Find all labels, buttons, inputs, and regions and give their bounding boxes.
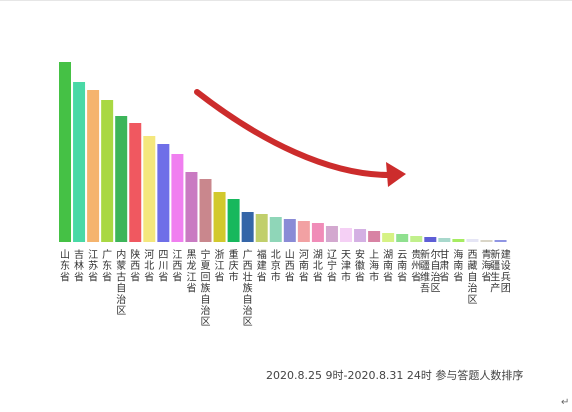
- x-tick-label: 湖北省: [313, 249, 323, 283]
- x-tick-label: 山西省: [285, 249, 295, 283]
- bar-12: [213, 192, 226, 242]
- bar-4: [101, 100, 114, 242]
- x-tick-label: 河南省: [299, 249, 309, 283]
- x-tick-label: 建设兵团: [501, 248, 511, 295]
- bar-23: [368, 231, 381, 242]
- tick-labels-group: 山东省吉林省江苏省广东省内蒙古自治区陕西省河北省四川省江西省黑龙江省宁夏回族自治…: [60, 248, 511, 328]
- bar-9: [171, 154, 184, 242]
- bar-15: [255, 214, 268, 242]
- x-tick-label: 甘肃省: [439, 248, 449, 283]
- x-tick-label: 海南省: [453, 248, 463, 283]
- x-tick-label: 吉林省: [74, 249, 84, 283]
- x-tick-label: 江西省: [172, 249, 182, 283]
- bar-7: [143, 136, 156, 242]
- chart-caption: 2020.8.25 9时-2020.8.31 24时 参与答题人数排序: [266, 369, 524, 382]
- bar-14: [241, 212, 254, 242]
- bar-25: [396, 234, 409, 242]
- bar-32: [494, 240, 507, 242]
- bar-26: [410, 236, 423, 242]
- bar-11: [199, 179, 212, 242]
- bar-3: [87, 90, 100, 242]
- bar-22: [354, 229, 367, 242]
- x-tick-label: 湖南省: [383, 249, 393, 283]
- trend-arrow: [194, 89, 395, 179]
- bar-2: [73, 82, 86, 242]
- x-tick-label: 辽宁省: [327, 249, 337, 283]
- bar-21: [340, 228, 352, 242]
- x-tick-label: 新疆生产: [490, 248, 500, 295]
- x-tick-label: 尔自治区: [431, 248, 441, 295]
- bar-18: [297, 221, 310, 242]
- bar-27: [424, 237, 437, 242]
- bar-17: [283, 219, 296, 242]
- bar-5: [115, 116, 128, 242]
- x-tick-label: 云南省: [397, 250, 407, 283]
- bar-13: [227, 199, 240, 242]
- x-tick-label: 河北省: [144, 249, 154, 283]
- x-tick-label: 黑龙江省: [186, 249, 196, 295]
- x-tick-label: 新疆维吾: [420, 248, 430, 295]
- bar-20: [325, 226, 338, 242]
- bar-16: [269, 217, 282, 242]
- bar-19: [311, 223, 324, 242]
- x-tick-label: 广西壮族自治区: [243, 249, 253, 328]
- bar-1: [59, 62, 71, 242]
- x-tick-label: 北京市: [271, 249, 281, 283]
- x-tick-label: 天津市: [341, 250, 351, 283]
- bar-31: [480, 240, 493, 242]
- x-tick-label: 内蒙古自治区: [116, 248, 126, 317]
- bar-8: [157, 144, 170, 242]
- x-tick-label: 浙江省: [215, 249, 225, 283]
- x-tick-label: 安徽省: [355, 248, 365, 283]
- x-tick-label: 宁夏回族自治区: [201, 248, 211, 328]
- x-tick-label: 上海市: [369, 249, 379, 283]
- bar-6: [129, 123, 142, 242]
- return-mark: ↵: [561, 397, 570, 408]
- x-tick-label: 福建省: [257, 248, 267, 283]
- x-tick-label: 贵州省: [411, 248, 421, 283]
- bar-29: [452, 239, 465, 242]
- x-tick-label: 四川省: [158, 250, 168, 283]
- bar-28: [438, 238, 451, 242]
- bars-group: [59, 62, 507, 242]
- x-tick-label: 广东省: [102, 249, 112, 283]
- x-tick-label: 陕西省: [130, 248, 140, 283]
- x-tick-label: 西藏自治区: [467, 250, 477, 306]
- x-tick-label: 重庆市: [229, 248, 239, 283]
- x-tick-label: 山东省: [60, 249, 70, 283]
- trend-arrowhead: [386, 162, 406, 187]
- bar-30: [466, 239, 479, 242]
- x-tick-label: 江苏省: [88, 249, 98, 283]
- bar-24: [382, 233, 395, 242]
- bar-10: [185, 172, 198, 242]
- x-tick-label: 青海省: [482, 248, 492, 283]
